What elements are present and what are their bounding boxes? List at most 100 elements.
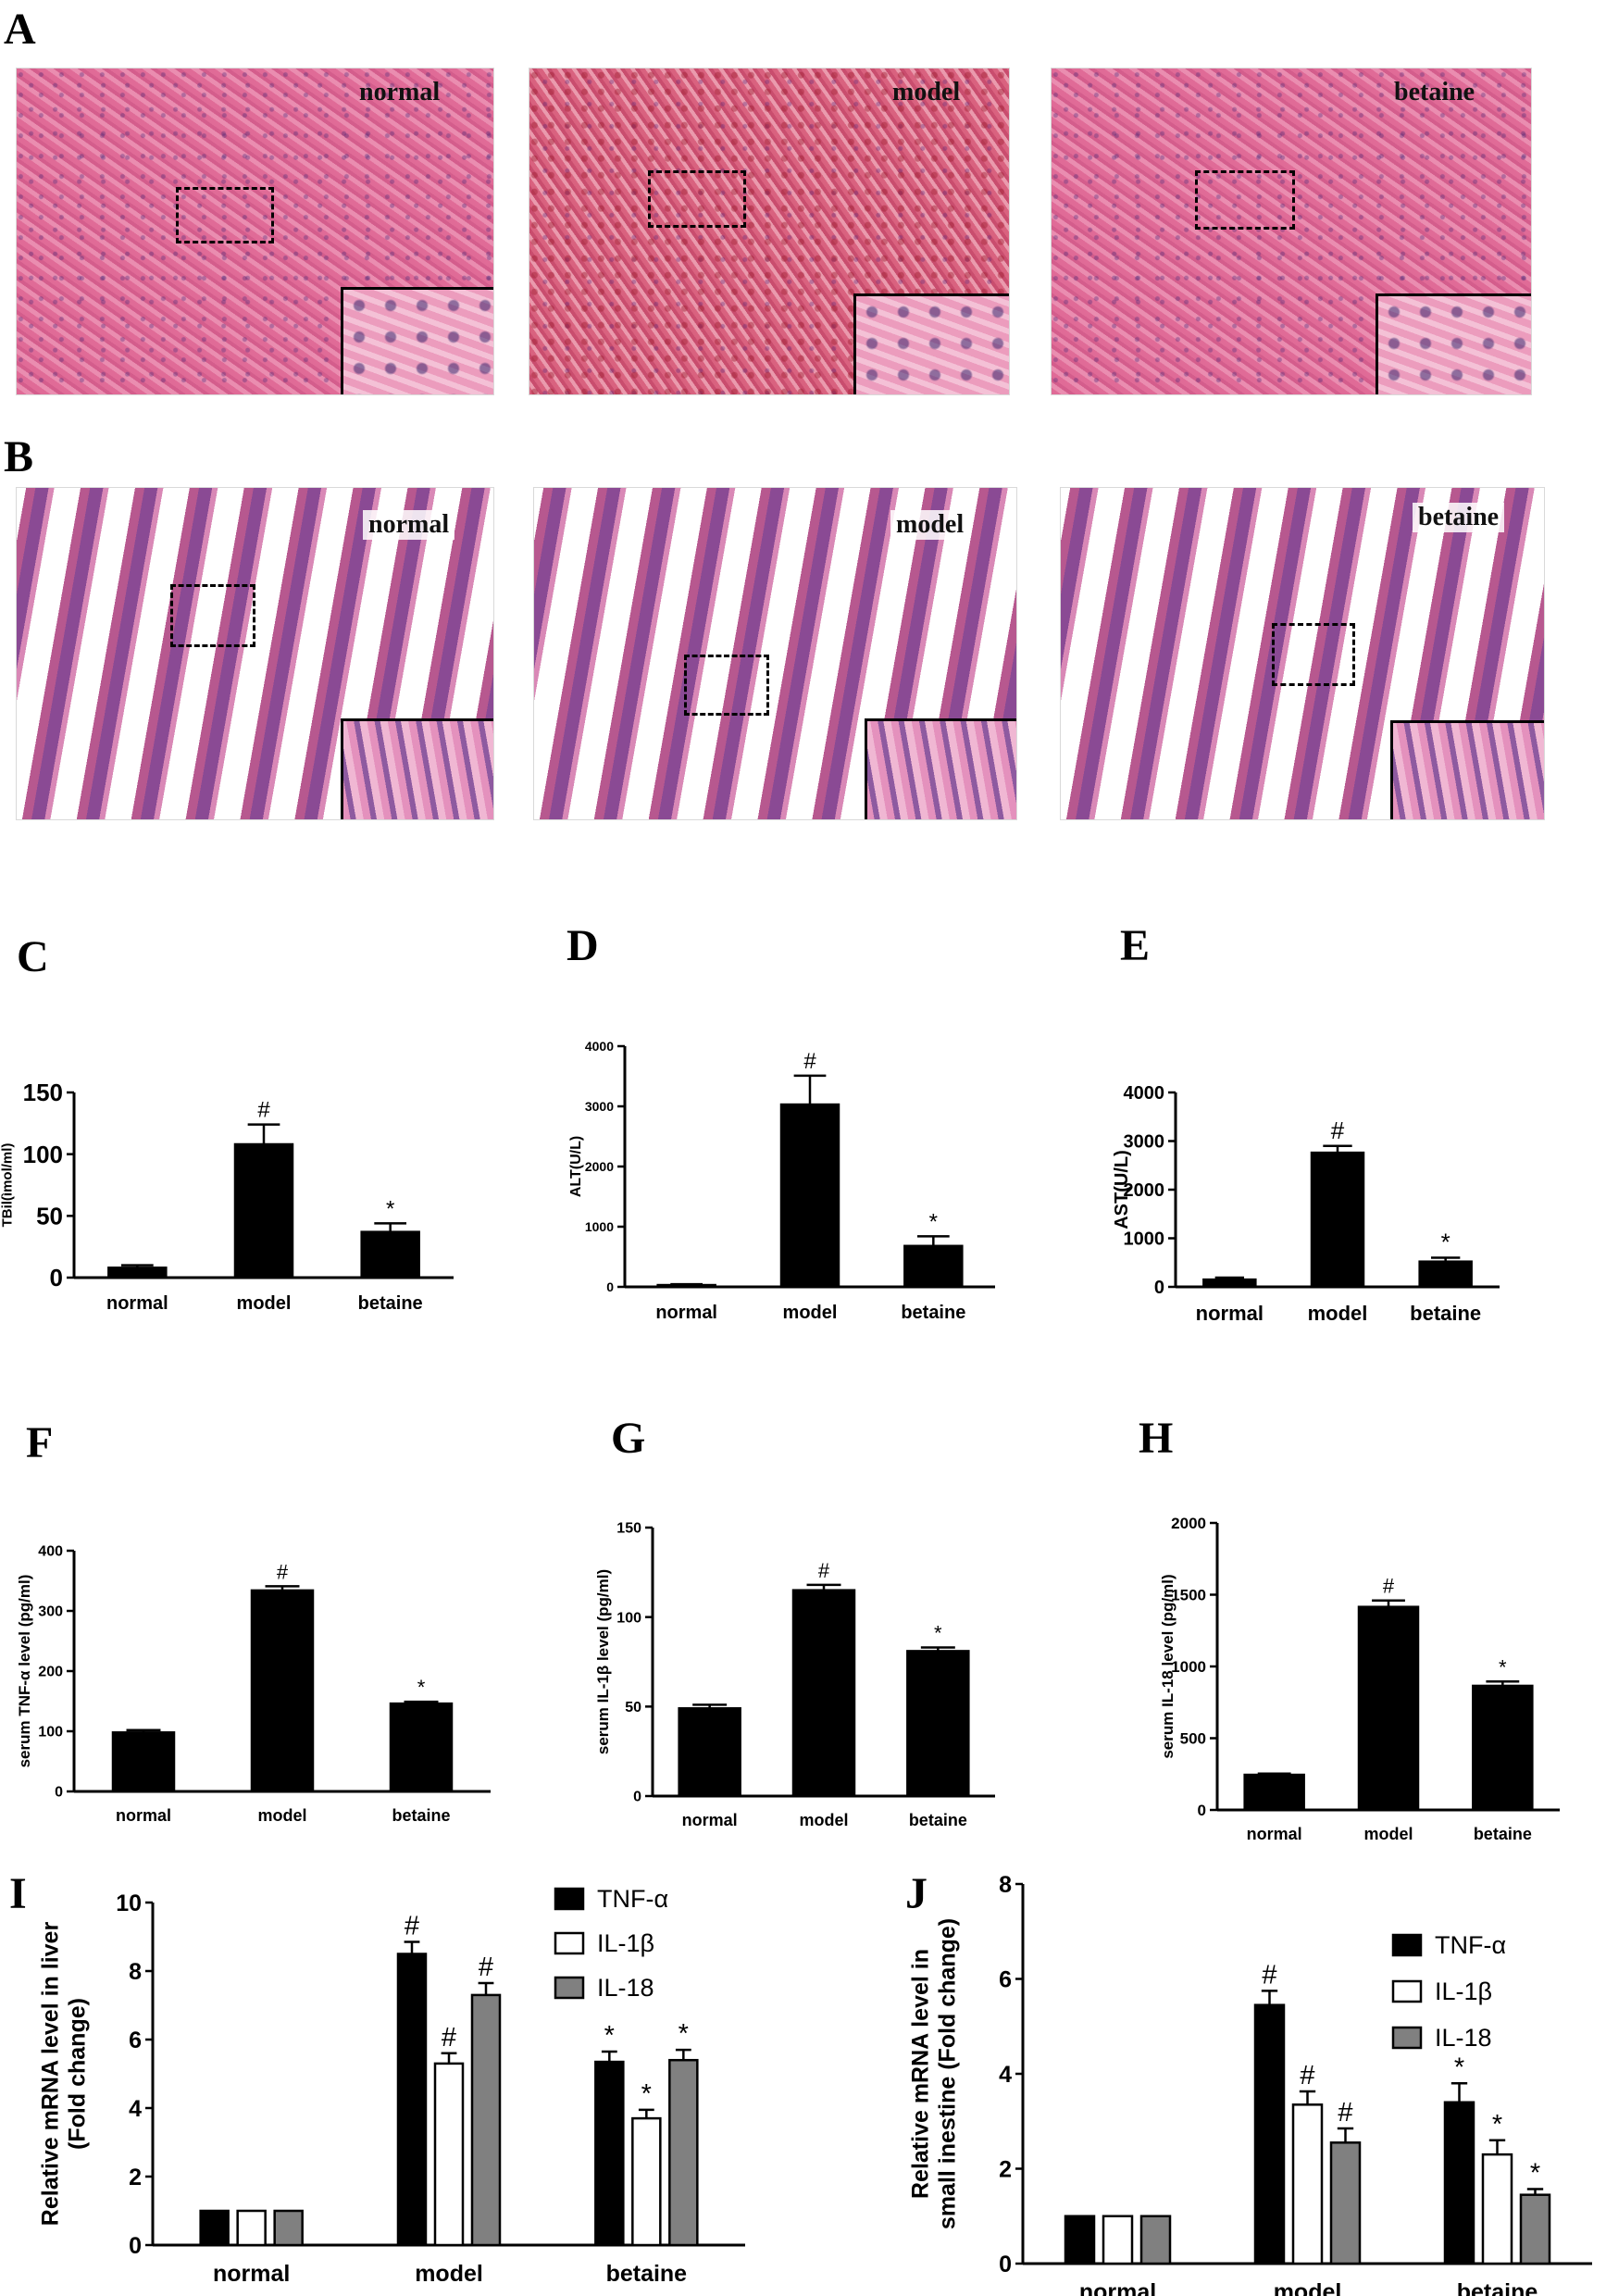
roi-box [176, 187, 274, 243]
bar-IL-1β-model [1291, 2103, 1324, 2265]
bar-model [791, 1589, 856, 1798]
magnified-inset [853, 293, 1009, 394]
bar-IL-1β-normal [236, 2209, 267, 2247]
bar-TNF-α-betaine [594, 2060, 625, 2247]
roi-box [1272, 623, 1355, 686]
x-tick-label-betaine: betaine [1474, 1825, 1532, 1843]
y-tick-label: 1000 [1171, 1658, 1206, 1676]
chart-ast: 0 1000 2000 3000 4000 AST(U/L) normal model beta… [1112, 1083, 1500, 1325]
magnified-inset [341, 718, 493, 819]
legend-swatch-IL-18 [554, 1976, 585, 2000]
significance-mark-IL-1β-betaine: * [641, 2079, 652, 2109]
y-axis-label: AST(U/L) [1112, 1150, 1132, 1229]
y-tick-label: 50 [625, 1700, 641, 1716]
bar-IL-18-model [1329, 2141, 1362, 2265]
histology-liver-betaine: betaine [1051, 68, 1532, 395]
roi-box [170, 584, 255, 647]
x-tick-label-model: model [1363, 1825, 1413, 1843]
histology-label: model [892, 78, 961, 106]
y-tick-label: 200 [38, 1665, 63, 1680]
y-axis-label: serum IL-18 level (pg/ml) [1159, 1574, 1176, 1758]
y-axis-label: serum TNF-α level (pg/ml) [16, 1575, 33, 1768]
legend-swatch-IL-1β [554, 1931, 585, 1955]
x-tick-label-model: model [783, 1303, 838, 1323]
chart-tbil: 0 50 100 150 TBil(ìmol/ml) normal model betaine… [0, 1079, 454, 1314]
legend-swatch-TNF-α [1391, 1933, 1423, 1957]
y-tick-label: 8 [129, 1959, 142, 1985]
chart-mrna-intestine: 0 2 4 6 8 Relative mRNA level insmall inestin… [908, 1872, 1592, 2296]
y-tick-label: 0 [1198, 1802, 1206, 1819]
panel-letter-a: A [4, 5, 36, 54]
significance-mark-model: # [803, 1049, 816, 1074]
histology-label: normal [359, 78, 441, 106]
bar-betaine [1472, 1684, 1534, 1812]
x-tick-label-model: model [257, 1806, 306, 1825]
significance-mark-model: # [257, 1098, 270, 1123]
y-tick-label: 500 [1180, 1729, 1206, 1747]
magnified-inset [865, 718, 1016, 819]
roi-box [684, 655, 769, 716]
magnified-inset [1376, 293, 1531, 394]
x-tick-label-model: model [1308, 1302, 1368, 1325]
significance-mark-model: # [818, 1559, 830, 1582]
y-tick-label: 4 [999, 2062, 1012, 2088]
legend-swatch-IL-1β [1391, 1979, 1423, 2003]
y-tick-label: 3000 [585, 1099, 614, 1114]
bar-normal [107, 1267, 168, 1279]
y-tick-label: 2 [129, 2165, 142, 2190]
significance-mark-IL-1β-model: # [442, 2023, 456, 2053]
significance-mark-TNF-α-betaine: * [604, 2021, 615, 2051]
y-tick-label: 300 [38, 1604, 63, 1620]
y-tick-label: 0 [1154, 1278, 1164, 1298]
legend-label-IL-18: IL-18 [1435, 2024, 1492, 2052]
panel-letter-e: E [1120, 921, 1151, 970]
legend-label-IL-18: IL-18 [597, 1974, 654, 2002]
bar-betaine [1418, 1260, 1473, 1289]
histology-label: betaine [1394, 78, 1475, 106]
legend-label-IL-1β: IL-1β [597, 1929, 654, 1957]
significance-mark-TNF-α-betaine: * [1454, 2053, 1464, 2082]
bar-model [779, 1103, 840, 1289]
chart-mrna-liver: 0 2 4 6 8 10 Relative mRNA level in liver(Fold… [38, 1885, 745, 2287]
y-tick-label: 1000 [585, 1219, 614, 1234]
y-axis-label: Relative mRNA level insmall inestine (Fo… [908, 1918, 961, 2229]
bar-normal [656, 1283, 716, 1289]
y-tick-label: 2000 [585, 1159, 614, 1174]
x-tick-label-normal: normal [116, 1806, 171, 1825]
x-tick-label-betaine: betaine [1410, 1302, 1481, 1325]
histology-label: betaine [1413, 503, 1505, 532]
y-tick-label: 1500 [1171, 1586, 1206, 1603]
bar-betaine [360, 1230, 420, 1279]
chart-il1b: 0 50 100 150 serum IL-1β level (pg/ml) normal… [594, 1521, 995, 1829]
x-tick-label-betaine: betaine [606, 2261, 688, 2287]
legend-label-TNF-α: TNF-α [1435, 1931, 1506, 1959]
y-tick-label: 8 [999, 1872, 1012, 1898]
y-tick-label: 2000 [1124, 1180, 1165, 1201]
significance-mark-IL-1β-betaine: * [1492, 2110, 1502, 2140]
bar-IL-1β-model [433, 2062, 465, 2247]
y-tick-label: 50 [36, 1202, 63, 1229]
significance-mark-IL-18-betaine: * [1530, 2159, 1540, 2189]
bar-normal [1243, 1773, 1305, 1812]
y-tick-label: 3000 [1124, 1132, 1165, 1153]
panel-letter-g: G [611, 1414, 646, 1463]
y-tick-label: 0 [999, 2252, 1012, 2277]
bar-normal [111, 1731, 176, 1793]
x-tick-label-normal: normal [1196, 1302, 1264, 1325]
significance-mark-betaine: * [934, 1622, 942, 1645]
bar-normal [678, 1707, 741, 1798]
bar-IL-1β-betaine [631, 2116, 662, 2247]
y-tick-label: 4 [129, 2096, 142, 2122]
significance-mark-betaine: * [417, 1676, 426, 1699]
bar-IL-18-model [470, 1993, 502, 2247]
x-tick-label-normal: normal [106, 1293, 168, 1314]
chart-tnf: 0 100 200 300 400 serum TNF-α level (pg/ml) no… [16, 1544, 491, 1825]
chart-il18: 0 500 1000 1500 2000 serum IL-18 level (pg/ml… [1159, 1515, 1560, 1843]
bar-IL-1β-normal [1102, 2215, 1134, 2265]
y-axis-label: Relative mRNA level in liver(Fold change… [38, 1922, 91, 2227]
y-tick-label: 100 [616, 1610, 641, 1626]
x-tick-label-model: model [799, 1811, 848, 1829]
histology-intestine-model: model [533, 487, 1017, 820]
y-tick-label: 4000 [585, 1039, 614, 1054]
